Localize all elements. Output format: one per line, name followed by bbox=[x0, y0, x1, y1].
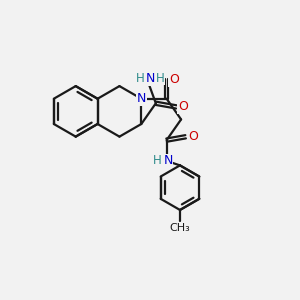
Text: N: N bbox=[136, 92, 146, 105]
Text: H: H bbox=[156, 72, 164, 85]
Text: N: N bbox=[164, 154, 173, 167]
Text: H: H bbox=[153, 154, 162, 167]
Text: H: H bbox=[135, 72, 144, 85]
Text: CH₃: CH₃ bbox=[169, 223, 190, 233]
Text: N: N bbox=[146, 72, 155, 85]
Text: O: O bbox=[178, 100, 188, 113]
Text: O: O bbox=[188, 130, 198, 143]
Text: O: O bbox=[169, 73, 179, 86]
